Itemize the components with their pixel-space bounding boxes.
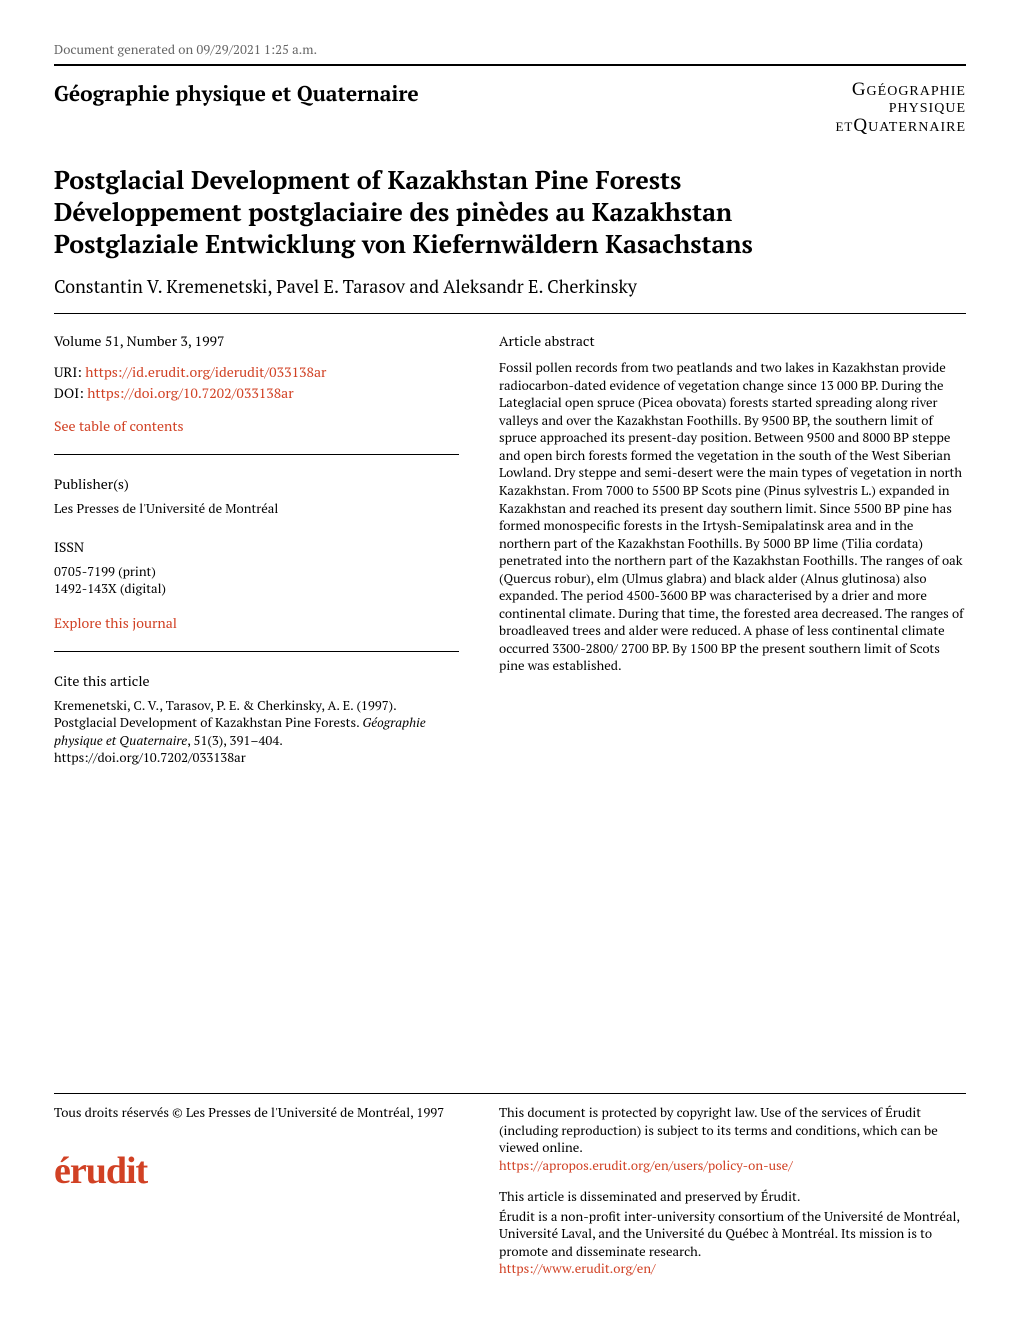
journal-title: Géographie physique et Quaternaire <box>54 80 419 108</box>
doi-row: DOI: https://doi.org/10.7202/033138ar <box>54 384 459 403</box>
toc-link[interactable]: See table of contents <box>54 417 184 436</box>
erudit-link[interactable]: https://www.erudit.org/en/ <box>499 1259 656 1277</box>
authors: Constantin V. Kremenetski, Pavel E. Tara… <box>54 275 966 299</box>
abstract-body: Fossil pollen records from two peatlands… <box>499 359 966 675</box>
publisher-name: Les Presses de l'Université de Montréal <box>54 500 459 518</box>
volume-info: Volume 51, Number 3, 1997 <box>54 332 459 351</box>
journal-logo: GGÉOGRAPHIE PHYSIQUE ETQUATERNAIRE <box>835 80 966 137</box>
divider-top <box>54 64 966 66</box>
rights: Tous droits réservés © Les Presses de l'… <box>54 1104 459 1122</box>
divider-left-2 <box>54 651 459 652</box>
issn-digital: 1492-143X (digital) <box>54 580 459 598</box>
issn-label: ISSN <box>54 538 459 557</box>
erudit-logo: érudit <box>54 1146 459 1197</box>
uri-row: URI: https://id.erudit.org/iderudit/0331… <box>54 363 459 382</box>
publisher-label: Publisher(s) <box>54 475 459 494</box>
divider-authors <box>54 313 966 314</box>
right-column: Article abstract Fossil pollen records f… <box>499 332 966 767</box>
divider-left-1 <box>54 454 459 455</box>
explore-link[interactable]: Explore this journal <box>54 614 177 633</box>
doi-link[interactable]: https://doi.org/10.7202/033138ar <box>87 384 293 403</box>
article-title: Postglacial Development of Kazakhstan Pi… <box>54 165 774 261</box>
footer: Tous droits réservés © Les Presses de l'… <box>54 1093 966 1292</box>
left-column: Volume 51, Number 3, 1997 URI: https://i… <box>54 332 459 767</box>
abstract-label: Article abstract <box>499 332 966 351</box>
erudit-about: Érudit is a non-profit inter-university … <box>499 1208 966 1261</box>
copyright-notice: This document is protected by copyright … <box>499 1104 966 1157</box>
cite-label: Cite this article <box>54 672 459 691</box>
citation: Kremenetski, C. V., Tarasov, P. E. & Che… <box>54 697 459 767</box>
policy-link[interactable]: https://apropos.erudit.org/en/users/poli… <box>499 1156 793 1174</box>
uri-link[interactable]: https://id.erudit.org/iderudit/033138ar <box>85 363 326 382</box>
generated-date: Document generated on 09/29/2021 1:25 a.… <box>54 40 966 58</box>
dissemination-title: This article is disseminated and preserv… <box>499 1188 966 1206</box>
divider-footer <box>54 1093 966 1094</box>
issn-print: 0705-7199 (print) <box>54 563 459 581</box>
